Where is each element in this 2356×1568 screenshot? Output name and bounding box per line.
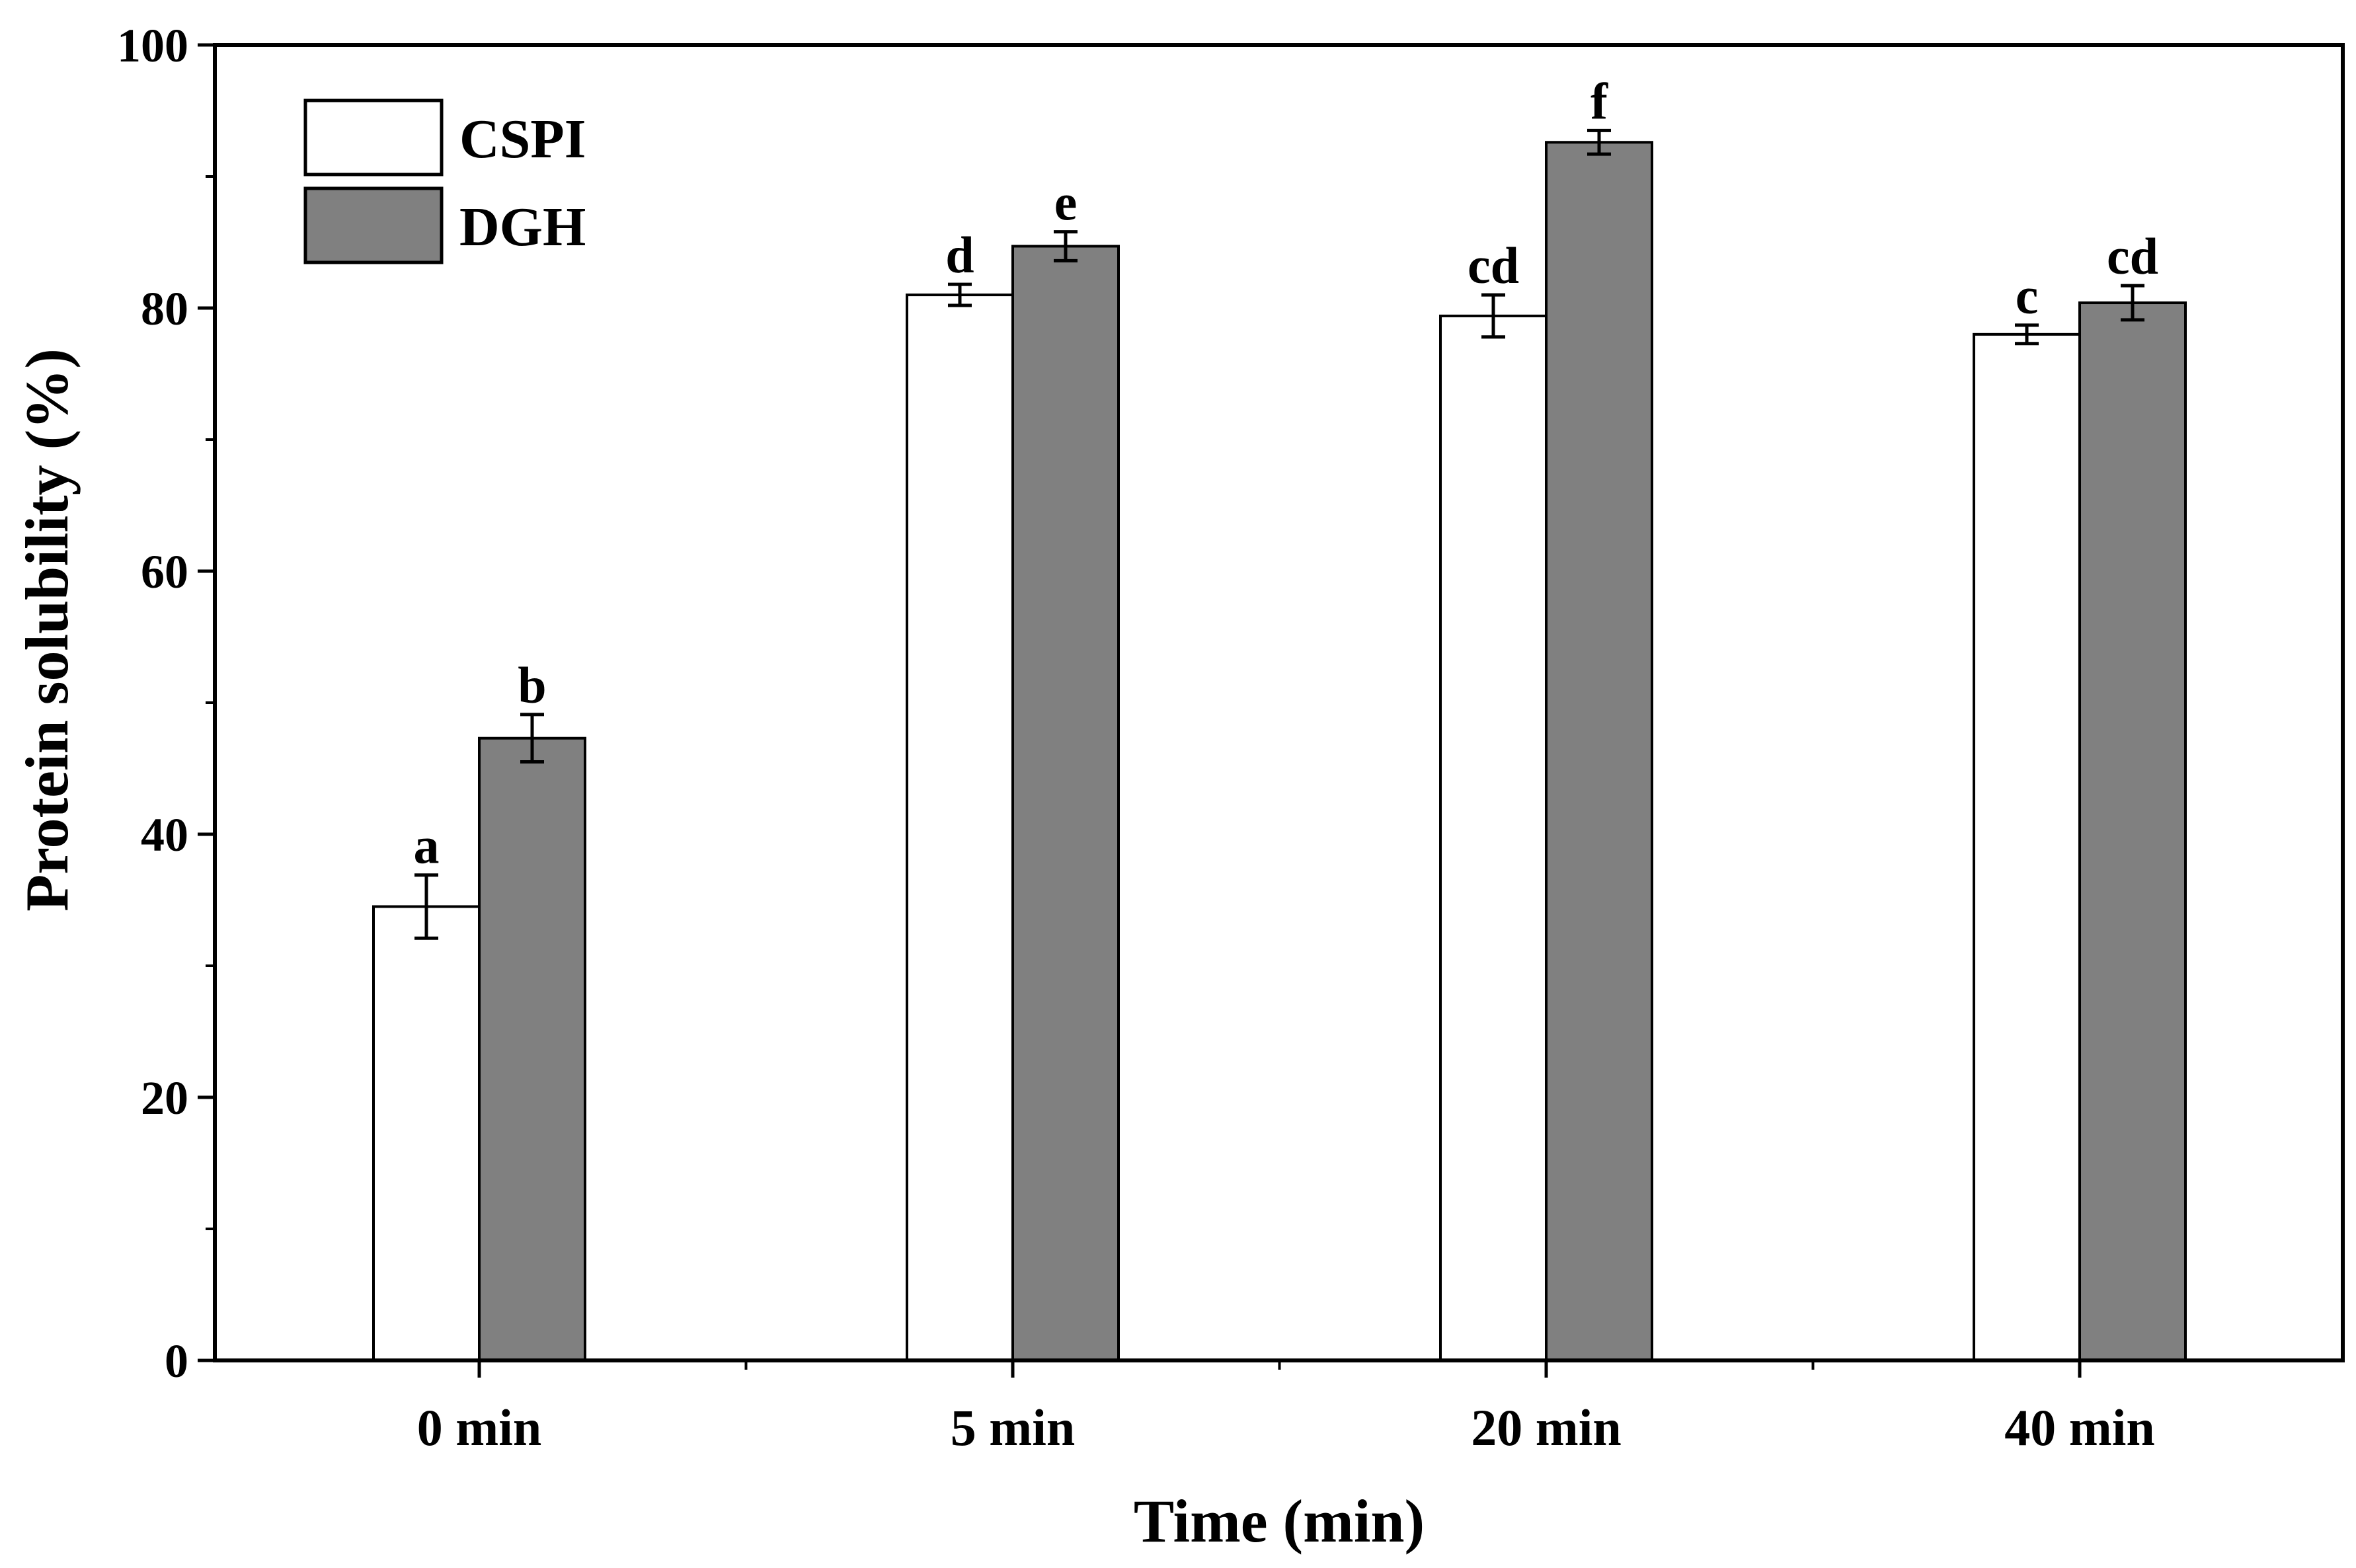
bar-cspi-0 bbox=[372, 905, 481, 1362]
y-tick-label-100: 100 bbox=[117, 19, 188, 72]
x-tick-label-0: 0 min bbox=[417, 1399, 542, 1456]
significance-label-dgh-3: cd bbox=[2107, 227, 2158, 285]
y-axis-title: Protein solubility (%) bbox=[13, 348, 81, 912]
legend-label-dgh: DGH bbox=[459, 196, 586, 258]
chart-marks: a d cd c b e f cd bbox=[372, 72, 2187, 1362]
bar-cspi-3 bbox=[1973, 333, 2081, 1362]
bar-cspi-1 bbox=[906, 294, 1014, 1362]
bar-dgh-2 bbox=[1545, 141, 1653, 1362]
legend-swatch-dgh bbox=[303, 186, 444, 264]
y-tick-label-40: 40 bbox=[141, 808, 188, 861]
y-tick-label-80: 80 bbox=[141, 282, 188, 335]
x-axis-title: Time (min) bbox=[1134, 1487, 1425, 1555]
bar-dgh-1 bbox=[1011, 245, 1120, 1362]
significance-label-cspi-0: a bbox=[414, 817, 440, 875]
significance-label-cspi-3: c bbox=[2016, 267, 2039, 325]
significance-label-dgh-1: e bbox=[1054, 174, 1078, 231]
x-tick-label-3: 40 min bbox=[2004, 1399, 2155, 1456]
bar-cspi-2 bbox=[1439, 314, 1548, 1362]
bar-dgh-0 bbox=[478, 736, 586, 1362]
significance-label-dgh-2: f bbox=[1590, 72, 1608, 130]
legend-label-cspi: CSPI bbox=[459, 108, 586, 170]
significance-label-cspi-2: cd bbox=[1468, 237, 1519, 294]
axes: 0 20 40 60 80 100 0 min 5 min 20 min 40 min bbox=[117, 19, 2155, 1456]
y-tick-label-20: 20 bbox=[141, 1072, 188, 1124]
x-tick-label-2: 20 min bbox=[1471, 1399, 1622, 1456]
x-tick-label-1: 5 min bbox=[951, 1399, 1076, 1456]
bar-dgh-3 bbox=[2078, 301, 2187, 1362]
significance-label-cspi-1: d bbox=[945, 226, 974, 284]
y-tick-label-0: 0 bbox=[165, 1335, 188, 1388]
significance-label-dgh-0: b bbox=[518, 656, 546, 714]
legend-swatch-cspi bbox=[303, 98, 444, 176]
y-tick-label-60: 60 bbox=[141, 545, 188, 598]
legend: CSPI DGH bbox=[303, 98, 586, 264]
